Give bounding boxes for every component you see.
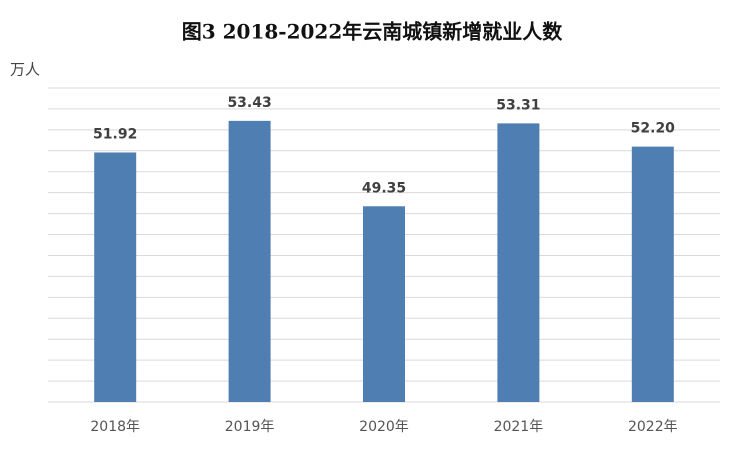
bar [497,123,540,403]
x-tick-label: 2019年 [225,419,275,435]
x-tick-label: 2021年 [494,419,544,435]
chart-title: 图3 2018-2022年云南城镇新增就业人数 [182,20,564,44]
x-tick-label: 2018年 [90,419,140,435]
bar [94,152,137,402]
value-label: 52.20 [631,121,676,137]
value-label: 51.92 [93,126,137,142]
value-label: 49.35 [362,180,406,196]
value-label: 53.43 [227,95,271,111]
bar [631,146,674,402]
bar [363,206,405,402]
x-tick-label: 2020年 [359,419,409,435]
bar [228,120,271,403]
value-label: 53.31 [496,97,540,113]
x-tick-label: 2022年 [628,419,678,435]
y-unit: 万人 [10,61,40,79]
